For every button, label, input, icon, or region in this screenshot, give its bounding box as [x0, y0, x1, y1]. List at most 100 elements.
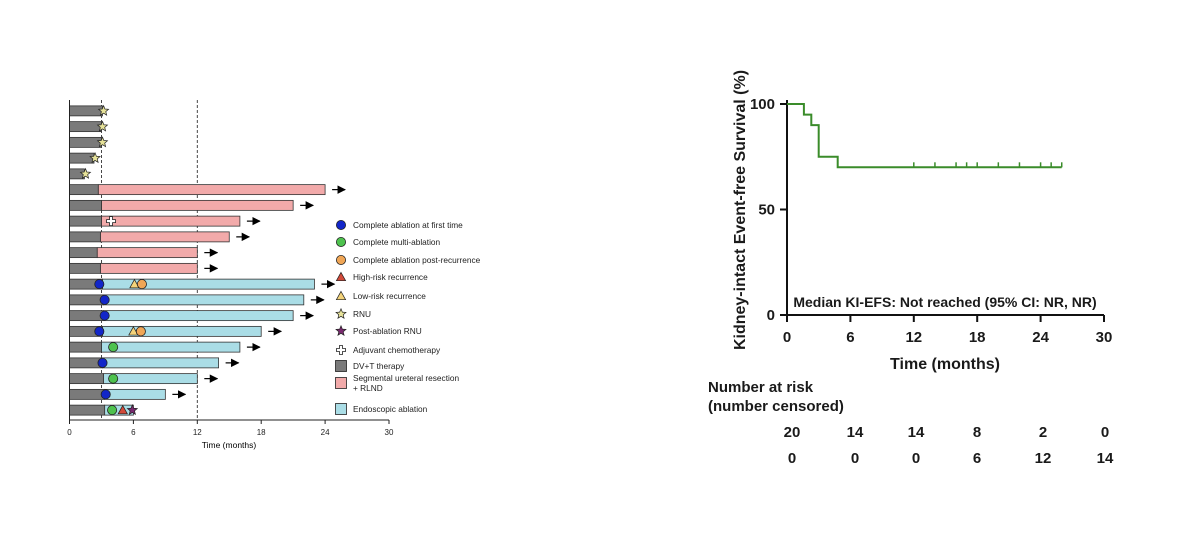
swimmer-x-axis: 0 6 12 18 24 30: [67, 100, 394, 437]
dvt-bar: [69, 105, 103, 117]
km-median-annotation: Median KI-EFS: Not reached (95% CI: NR, …: [793, 294, 1096, 310]
endoscopic-bar: [102, 325, 262, 337]
risk-censored-value: 14: [1097, 450, 1114, 467]
legend-icon-high-risk: [335, 271, 347, 282]
risk-at-risk-value: 20: [784, 424, 801, 441]
legend-icon-post-rnu: [335, 324, 347, 336]
km-plot: 0 50 100 0 6 12 18 24 30 Median KI-EFS: Not reac…: [708, 70, 1114, 467]
legend-swatch-dvt: [335, 360, 347, 372]
dvt-bar: [69, 373, 104, 385]
dvt-bar: [69, 231, 101, 243]
risk-censored-value: 0: [912, 450, 920, 467]
low-risk-marker: [128, 326, 139, 336]
km-risk-table: Number at risk (number censored) 20 0 14 0 1…: [708, 379, 1114, 467]
complete-first-marker: [100, 389, 111, 400]
legend-label: Low-risk recurrence: [353, 291, 426, 301]
rnu-marker: [97, 104, 110, 116]
complete-post-marker: [135, 326, 146, 337]
x-tick-label: 0: [67, 428, 72, 437]
risk-at-risk-value: 14: [847, 424, 864, 441]
dvt-bar: [69, 152, 95, 164]
legend-label: DV+T therapy: [353, 361, 405, 371]
legend-swatch-segmental: [335, 377, 347, 389]
legend-icon-rnu: [335, 307, 347, 319]
legend-icon-chemo: [336, 345, 346, 355]
swimmer-legend: Complete ablation at first time Complete …: [335, 219, 481, 415]
km-survival-curve: [787, 103, 1062, 169]
rnu-marker: [79, 167, 92, 179]
legend-label: RNU: [353, 309, 371, 319]
legend-icon-low-risk: [335, 290, 347, 301]
legend-icon-complete-post: [335, 254, 346, 265]
legend-icon-complete-first: [335, 219, 346, 230]
risk-at-risk-value: 0: [1101, 424, 1109, 441]
complete-first-marker: [99, 310, 110, 321]
segmental-bar: [97, 184, 326, 196]
segmental-bar: [96, 247, 198, 259]
high-risk-marker: [117, 404, 128, 415]
dvt-bar: [69, 121, 102, 133]
swimmer-x-axis-label: Time (months): [202, 440, 257, 450]
post-rnu-marker: [126, 404, 139, 416]
dvt-bar: [69, 404, 106, 416]
km-x-tick-label: 30: [1096, 329, 1113, 346]
complete-post-marker: [136, 279, 147, 290]
km-x-tick-label: 24: [1032, 329, 1049, 346]
risk-censored-value: 6: [973, 450, 981, 467]
km-y-tick-label: 50: [758, 202, 775, 219]
complete-first-marker: [97, 357, 108, 368]
x-tick-label: 6: [131, 428, 136, 437]
legend-label: Complete multi-ablation: [353, 237, 441, 247]
km-x-tick-label: 18: [969, 329, 986, 346]
risk-censored-value: 0: [788, 450, 796, 467]
complete-multi-marker: [107, 405, 118, 416]
endoscopic-bar: [102, 357, 219, 369]
dvt-bar: [69, 262, 101, 274]
dvt-bar: [69, 184, 99, 196]
rnu-marker: [96, 136, 109, 148]
legend-label: Complete ablation post-recurrence: [353, 255, 481, 265]
km-x-tick-label: 12: [905, 329, 922, 346]
dvt-bar: [69, 199, 102, 211]
endoscopic-bar: [104, 388, 166, 400]
dvt-bar: [69, 388, 106, 400]
legend-label: Adjuvant chemotherapy: [353, 345, 441, 355]
endoscopic-bar: [103, 294, 305, 306]
risk-table-title: Number at risk: [708, 379, 814, 396]
risk-at-risk-value: 8: [973, 424, 981, 441]
complete-first-marker: [94, 279, 105, 290]
legend-icon-complete-multi: [335, 236, 346, 247]
low-risk-marker: [129, 278, 140, 289]
risk-table-subtitle: (number censored): [708, 398, 844, 415]
km-censor-marks: [913, 162, 1063, 168]
km-x-axis-label: Time (months): [890, 356, 1000, 373]
segmental-bar: [99, 231, 230, 243]
segmental-bar: [101, 199, 294, 211]
reference-lines: [100, 100, 198, 420]
swimmer-plot: 0 6 12 18 24 30 Time (months) Complete ablati…: [67, 100, 481, 450]
risk-at-risk-value: 14: [908, 424, 925, 441]
dvt-bar: [69, 136, 102, 148]
risk-censored-value: 0: [851, 450, 859, 467]
complete-multi-marker: [108, 342, 119, 353]
x-tick-label: 18: [257, 428, 266, 437]
risk-table-cells: 20 0 14 0 14 0 8 6 2 12 0 14: [784, 424, 1114, 467]
event-markers: [79, 104, 346, 416]
dvt-bar: [69, 247, 98, 259]
km-x-tick-label: 0: [783, 329, 791, 346]
legend-label: High-risk recurrence: [353, 272, 428, 282]
complete-multi-marker: [108, 373, 119, 384]
chemo-marker: [106, 216, 116, 227]
km-y-tick-label: 0: [767, 307, 775, 324]
segmental-bar: [99, 262, 198, 274]
legend-label: Complete ablation at first time: [353, 220, 463, 230]
legend-label: + RLND: [353, 383, 383, 393]
km-axes: 0 50 100 0 6 12 18 24 30: [750, 96, 1112, 346]
patient-bars: [69, 105, 326, 416]
dvt-bar: [69, 341, 102, 353]
risk-censored-value: 12: [1035, 450, 1052, 467]
x-tick-label: 12: [193, 428, 202, 437]
x-tick-label: 30: [385, 428, 394, 437]
rnu-marker: [96, 120, 109, 132]
